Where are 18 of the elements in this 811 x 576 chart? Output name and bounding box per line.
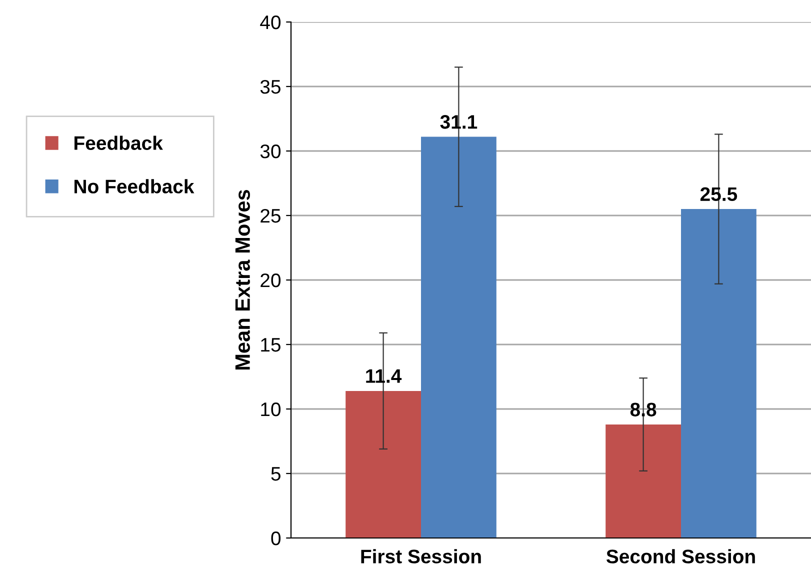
y-tick-label: 5 [271, 467, 280, 481]
x-tick-label: Second Session [606, 549, 755, 564]
legend-label: No Feedback [74, 179, 194, 194]
y-tick-label: 35 [260, 80, 280, 94]
y-tick-label: 40 [260, 15, 281, 30]
bar [346, 390, 421, 538]
y-tick-label: 25 [260, 208, 280, 223]
x-tick-label: First Session [361, 549, 481, 564]
y-tick-label: 10 [261, 402, 281, 416]
bar [681, 209, 756, 538]
bar [421, 136, 496, 538]
bar [606, 424, 681, 538]
y-axis-title: Mean Extra Moves [235, 190, 250, 370]
y-tick-label: 30 [260, 144, 281, 158]
y-tick-label: 0 [271, 531, 281, 546]
y-tick-label: 15 [261, 338, 280, 352]
y-tick-label: 20 [260, 273, 281, 288]
legend-label: Feedback [74, 136, 163, 150]
